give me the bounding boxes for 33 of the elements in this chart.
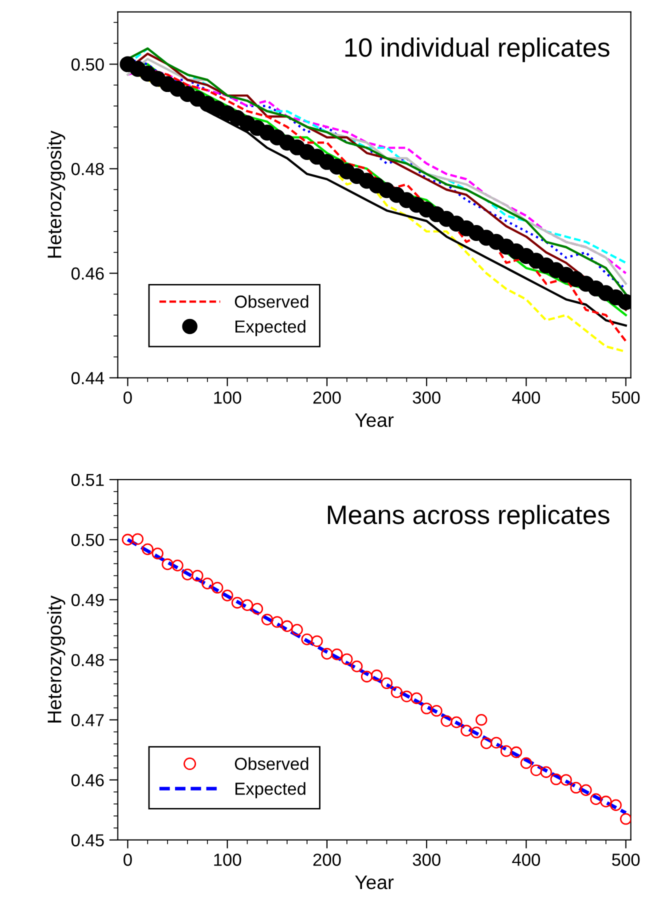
x-tick-label: 200 [313, 854, 341, 866]
y-axis-title: Heterozygosity [47, 130, 66, 258]
legend-label: Expected [236, 782, 306, 798]
x-tick-label: 300 [412, 854, 440, 866]
y-tick-label: 0.48 [71, 162, 104, 176]
x-tick-label: 400 [512, 854, 540, 866]
y-tick-label: 0.46 [71, 774, 104, 786]
y-tick-label: 0.50 [71, 58, 104, 71]
x-tick-label: 100 [214, 854, 242, 866]
y-tick-label: 0.49 [71, 594, 104, 606]
y-tick-label: 0.44 [71, 372, 104, 384]
y-tick-label: 0.46 [71, 267, 104, 280]
y-tick-label: 0.50 [71, 534, 104, 546]
x-tick-label: 200 [313, 391, 341, 404]
x-tick-label: 100 [214, 391, 242, 404]
x-tick-label: 400 [512, 391, 540, 404]
y-tick-label: 0.51 [71, 474, 104, 486]
x-tick-label: 0 [124, 854, 132, 866]
y-tick-label: 0.47 [71, 714, 104, 726]
legend-label: Expected [236, 320, 306, 336]
x-tick-label: 500 [612, 391, 640, 404]
x-tick-label: 300 [412, 391, 440, 404]
y-tick-label: 0.45 [71, 834, 104, 846]
text: 10 individual replicates [345, 38, 610, 62]
x-axis-title: Year [355, 413, 394, 428]
y-axis-title: Heterozygosity [47, 596, 66, 722]
y-tick-label: 0.48 [71, 654, 104, 666]
x-tick-label: 500 [612, 854, 640, 866]
x-tick-label: 0 [124, 391, 132, 404]
legend-label: Observed [234, 757, 308, 770]
text: Means across replicates [328, 504, 610, 530]
x-axis-title: Year [355, 876, 394, 890]
legend-label: Observed [234, 295, 308, 308]
